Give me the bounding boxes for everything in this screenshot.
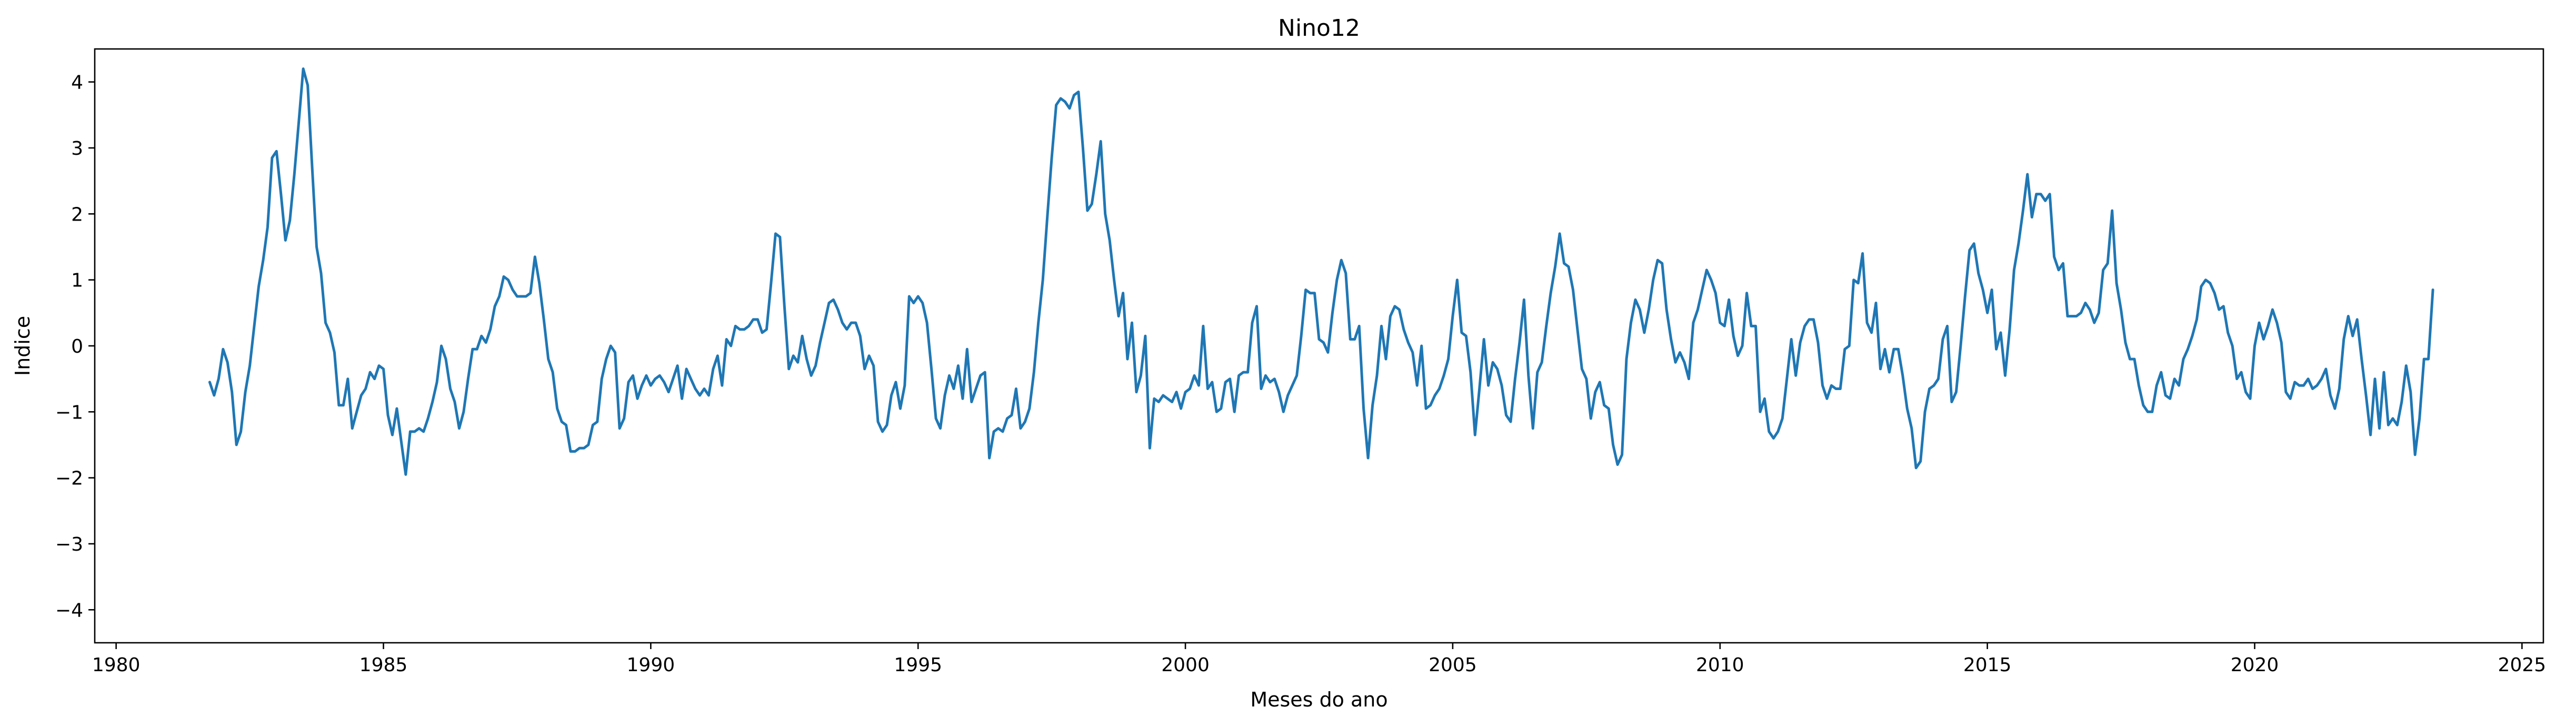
x-tick-label: 1985 (360, 654, 408, 676)
y-tick-label: −4 (55, 600, 83, 621)
x-tick-label: 2000 (1161, 654, 1210, 676)
series-line (208, 67, 2434, 476)
y-tick-label: 3 (71, 138, 83, 160)
y-axis-label: Indice (11, 316, 34, 376)
y-tick-label: 4 (71, 72, 83, 94)
y-tick-label: −3 (55, 534, 83, 555)
x-tick-label: 1990 (627, 654, 675, 676)
x-tick-label: 2005 (1429, 654, 1477, 676)
y-tick-label: 1 (71, 270, 83, 292)
y-tick-label: 2 (71, 204, 83, 225)
x-tick-label: 2010 (1696, 654, 1744, 676)
x-tick-label: 2020 (2231, 654, 2279, 676)
y-tick-label: 0 (71, 336, 83, 357)
x-tick-label: 1995 (894, 654, 942, 676)
y-axis-ticks: −4 −3 −2 −1 0 1 2 3 4 (55, 72, 95, 621)
y-tick-label: −2 (55, 468, 83, 490)
chart-title: Nino12 (1278, 15, 1360, 42)
y-tick-label: −1 (55, 402, 83, 423)
x-tick-label: 1980 (92, 654, 141, 676)
x-axis-ticks: 1980 1985 1990 1995 2000 2005 2010 2015 2020 2025 (92, 643, 2546, 676)
x-tick-label: 2025 (2498, 654, 2547, 676)
x-tick-label: 2015 (1963, 654, 2012, 676)
x-axis-label: Meses do ano (1250, 688, 1387, 711)
plot-frame (94, 48, 2544, 644)
